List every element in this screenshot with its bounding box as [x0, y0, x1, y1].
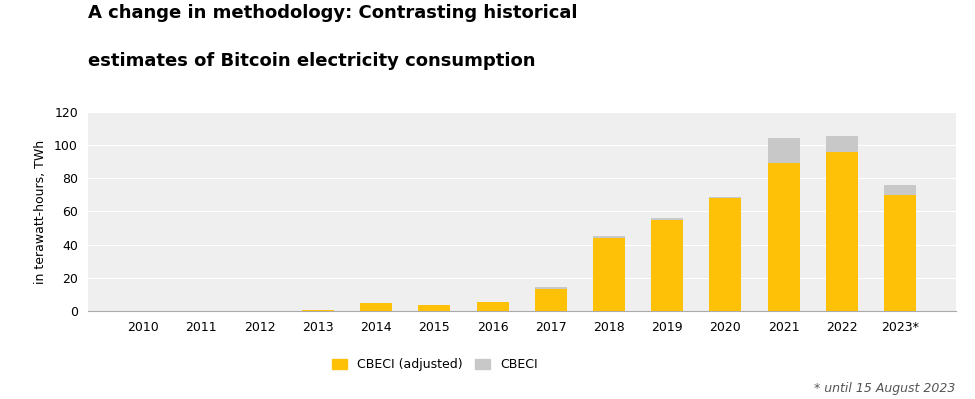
Bar — [534, 287, 566, 311]
Bar — [302, 310, 333, 311]
Bar — [593, 235, 625, 311]
Bar — [710, 198, 741, 311]
Bar — [884, 185, 916, 311]
Bar — [418, 305, 450, 311]
Bar — [593, 238, 625, 311]
Bar — [884, 195, 916, 311]
Bar — [710, 198, 741, 311]
Bar — [360, 303, 392, 311]
Bar — [651, 220, 683, 311]
Text: * until 15 August 2023: * until 15 August 2023 — [814, 382, 956, 395]
Bar — [418, 305, 450, 311]
Bar — [826, 136, 858, 311]
Text: A change in methodology: Contrasting historical: A change in methodology: Contrasting his… — [88, 4, 577, 22]
Text: estimates of Bitcoin electricity consumption: estimates of Bitcoin electricity consump… — [88, 52, 535, 70]
Bar — [767, 163, 800, 311]
Bar — [826, 152, 858, 311]
Legend: CBECI (adjusted), CBECI: CBECI (adjusted), CBECI — [327, 354, 543, 376]
Bar — [477, 302, 509, 311]
Bar — [767, 138, 800, 311]
Bar — [302, 310, 333, 311]
Y-axis label: in terawatt-hours, TWh: in terawatt-hours, TWh — [34, 139, 47, 284]
Bar — [651, 218, 683, 311]
Bar — [534, 289, 566, 311]
Bar — [477, 302, 509, 311]
Bar — [360, 303, 392, 311]
